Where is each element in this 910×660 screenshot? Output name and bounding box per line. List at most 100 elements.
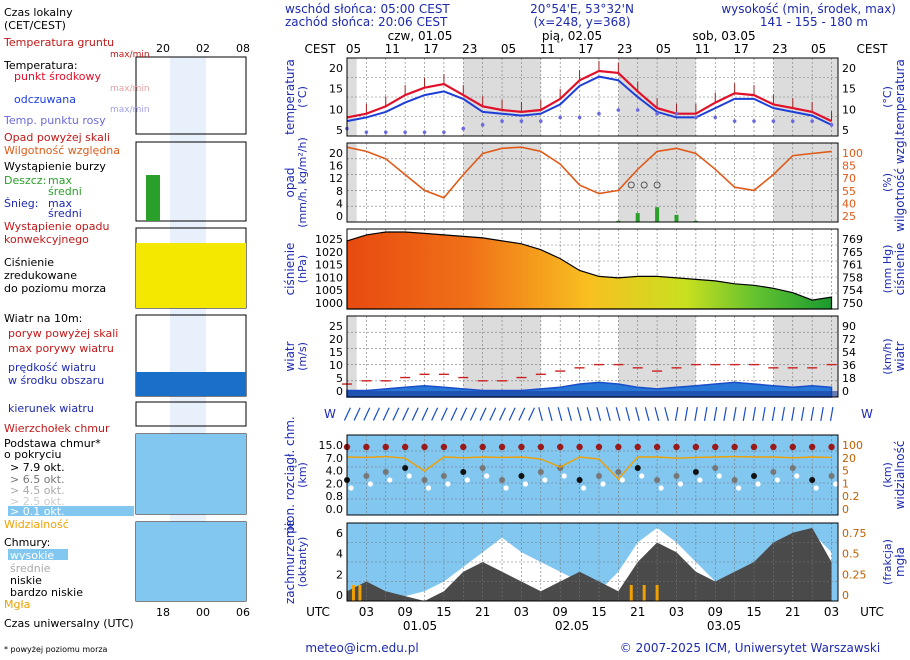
dew-point-dot bbox=[597, 111, 601, 116]
y-tick-left: 12 bbox=[329, 172, 343, 185]
cloud-base-dot bbox=[537, 469, 544, 475]
legend-clouds: Chmury: bbox=[4, 536, 50, 549]
cloud-top-dot bbox=[537, 443, 545, 451]
y-tick-left: 1005 bbox=[315, 284, 343, 297]
legend-wind-dir: kierunek wiatru bbox=[8, 402, 94, 415]
day-label-top: sob, 03.05 bbox=[692, 29, 755, 43]
cloud-base-light-dot bbox=[697, 477, 703, 483]
legend-local-tick: 02 bbox=[196, 42, 210, 55]
legend-ground-temp2: max/min bbox=[110, 50, 150, 60]
axis-label-right: wilgotność wzgl. bbox=[893, 133, 907, 232]
elevation-label: wysokość (min, środek, max) bbox=[721, 2, 896, 16]
cloud-top-dot bbox=[808, 443, 816, 451]
y-tick-left: 15 bbox=[329, 346, 343, 359]
dew-point-dot bbox=[771, 119, 776, 123]
axis-label-left-unit: (°C) bbox=[296, 86, 309, 108]
wind-direction-arrow bbox=[752, 407, 756, 422]
cloud-base-dot bbox=[789, 465, 796, 471]
legend-okt2: > 6.5 okt. bbox=[10, 473, 65, 486]
cloud-base-dot bbox=[576, 477, 583, 483]
y-tick-left: 4 bbox=[336, 548, 343, 561]
cloud-top-dot bbox=[595, 443, 603, 451]
y-tick-right: 90 bbox=[842, 320, 856, 333]
wind-direction-arrow bbox=[576, 407, 582, 421]
y-tick-right: 0 bbox=[842, 503, 849, 516]
legend-utc-tick: 00 bbox=[196, 606, 210, 619]
panel-frame bbox=[346, 228, 839, 310]
y-tick-right: 15 bbox=[842, 83, 856, 96]
y-tick-right: 0.2 bbox=[842, 490, 860, 503]
cloud-base-dot bbox=[402, 465, 409, 471]
cest-tick: 17 bbox=[423, 42, 438, 56]
cest-tick: 05 bbox=[656, 42, 671, 56]
cloud-base-light-dot bbox=[832, 481, 839, 487]
y-tick-right: 10 bbox=[842, 103, 856, 116]
cloud-top-dot bbox=[518, 443, 525, 451]
cloud-base-light-dot bbox=[425, 485, 432, 491]
legend-conv1: Wystąpienie opadu bbox=[4, 220, 109, 233]
utc-label-right: UTC bbox=[860, 605, 884, 619]
panel-frame bbox=[346, 142, 839, 223]
y-tick-left: 0 bbox=[336, 589, 343, 602]
y-tick-right: 20 bbox=[842, 62, 856, 75]
y-tick-right: 0.25 bbox=[842, 568, 867, 581]
dew-point-dot bbox=[558, 115, 562, 120]
wind-direction-arrow bbox=[382, 407, 390, 421]
y-tick-right: 25 bbox=[842, 210, 856, 223]
cloud-top-dot bbox=[363, 443, 370, 451]
legend-utc-tick: 18 bbox=[156, 606, 170, 619]
axis-label-right-unit: (°C) bbox=[881, 86, 894, 108]
dew-point-dot bbox=[519, 119, 524, 123]
legend-gust-above: poryw powyżej skali bbox=[8, 327, 118, 340]
cloud-base-light-dot bbox=[774, 477, 780, 483]
wind-direction-arrow bbox=[723, 407, 727, 422]
axis-label-right-unit: (km/h) bbox=[881, 338, 894, 374]
y-tick-left: 0.8 bbox=[326, 490, 344, 503]
wind-direction-arrow bbox=[460, 407, 468, 421]
legend-panel-frame bbox=[135, 141, 247, 222]
y-tick-right: 0 bbox=[842, 385, 849, 398]
wind-direction-arrow bbox=[615, 407, 621, 421]
wind-direction-arrow bbox=[567, 407, 573, 421]
legend-pressure1: Ciśnienie bbox=[4, 256, 54, 269]
wind-direction-arrow bbox=[538, 407, 543, 421]
y-tick-right: 758 bbox=[842, 271, 863, 284]
day-label-top: pią, 02.05 bbox=[542, 29, 602, 43]
compass-w-right: W bbox=[861, 407, 873, 421]
legend-okt1: > 7.9 okt. bbox=[10, 461, 65, 474]
wind-direction-arrow bbox=[800, 407, 805, 422]
cloud-base-light-dot bbox=[542, 477, 548, 483]
cloud-base-light-dot bbox=[736, 485, 742, 491]
utc-tick: 21 bbox=[630, 605, 645, 619]
wind-direction-arrow bbox=[791, 407, 795, 422]
axis-label-right-unit: (%) bbox=[881, 173, 894, 192]
wind-direction-arrow bbox=[343, 407, 351, 421]
wind-direction-arrow bbox=[586, 407, 592, 421]
utc-tick: 03 bbox=[669, 605, 684, 619]
dew-point-dot bbox=[383, 130, 388, 135]
cloud-base-light-dot bbox=[619, 477, 625, 483]
y-tick-right: 765 bbox=[842, 246, 863, 259]
fog-bar bbox=[351, 585, 355, 601]
utc-tick: 03 bbox=[514, 605, 529, 619]
wind-direction-arrow bbox=[363, 407, 371, 421]
axis-label-left-unit: (km) bbox=[296, 462, 309, 488]
wind-direction-arrow bbox=[353, 407, 361, 421]
compass-w: W bbox=[324, 407, 336, 421]
legend-footnote: * powyżej poziomu morza bbox=[4, 645, 108, 654]
legend-panel-frame bbox=[135, 56, 247, 135]
wind-base-band bbox=[347, 391, 838, 397]
elevation-values: 141 - 155 - 180 m bbox=[760, 15, 868, 29]
sunset-text: zachód słońca: 20:06 CEST bbox=[285, 15, 448, 29]
footer-email: meteo@icm.edu.pl bbox=[305, 641, 418, 655]
wind-direction-arrow bbox=[392, 407, 400, 421]
wind-direction-arrow bbox=[654, 407, 660, 421]
legend-cloud-base: Podstawa chmur* bbox=[4, 437, 101, 450]
axis-label-left: wiatr bbox=[283, 341, 297, 371]
axis-label-left-unit: (mm/h, kg/m²/h) bbox=[296, 137, 309, 228]
pressure-area bbox=[346, 231, 833, 310]
sunrise-text: wschód słońca: 05:00 CEST bbox=[285, 2, 450, 16]
y-tick-left: 20 bbox=[329, 62, 343, 75]
legend-pressure3: do poziomu morza bbox=[4, 282, 106, 295]
